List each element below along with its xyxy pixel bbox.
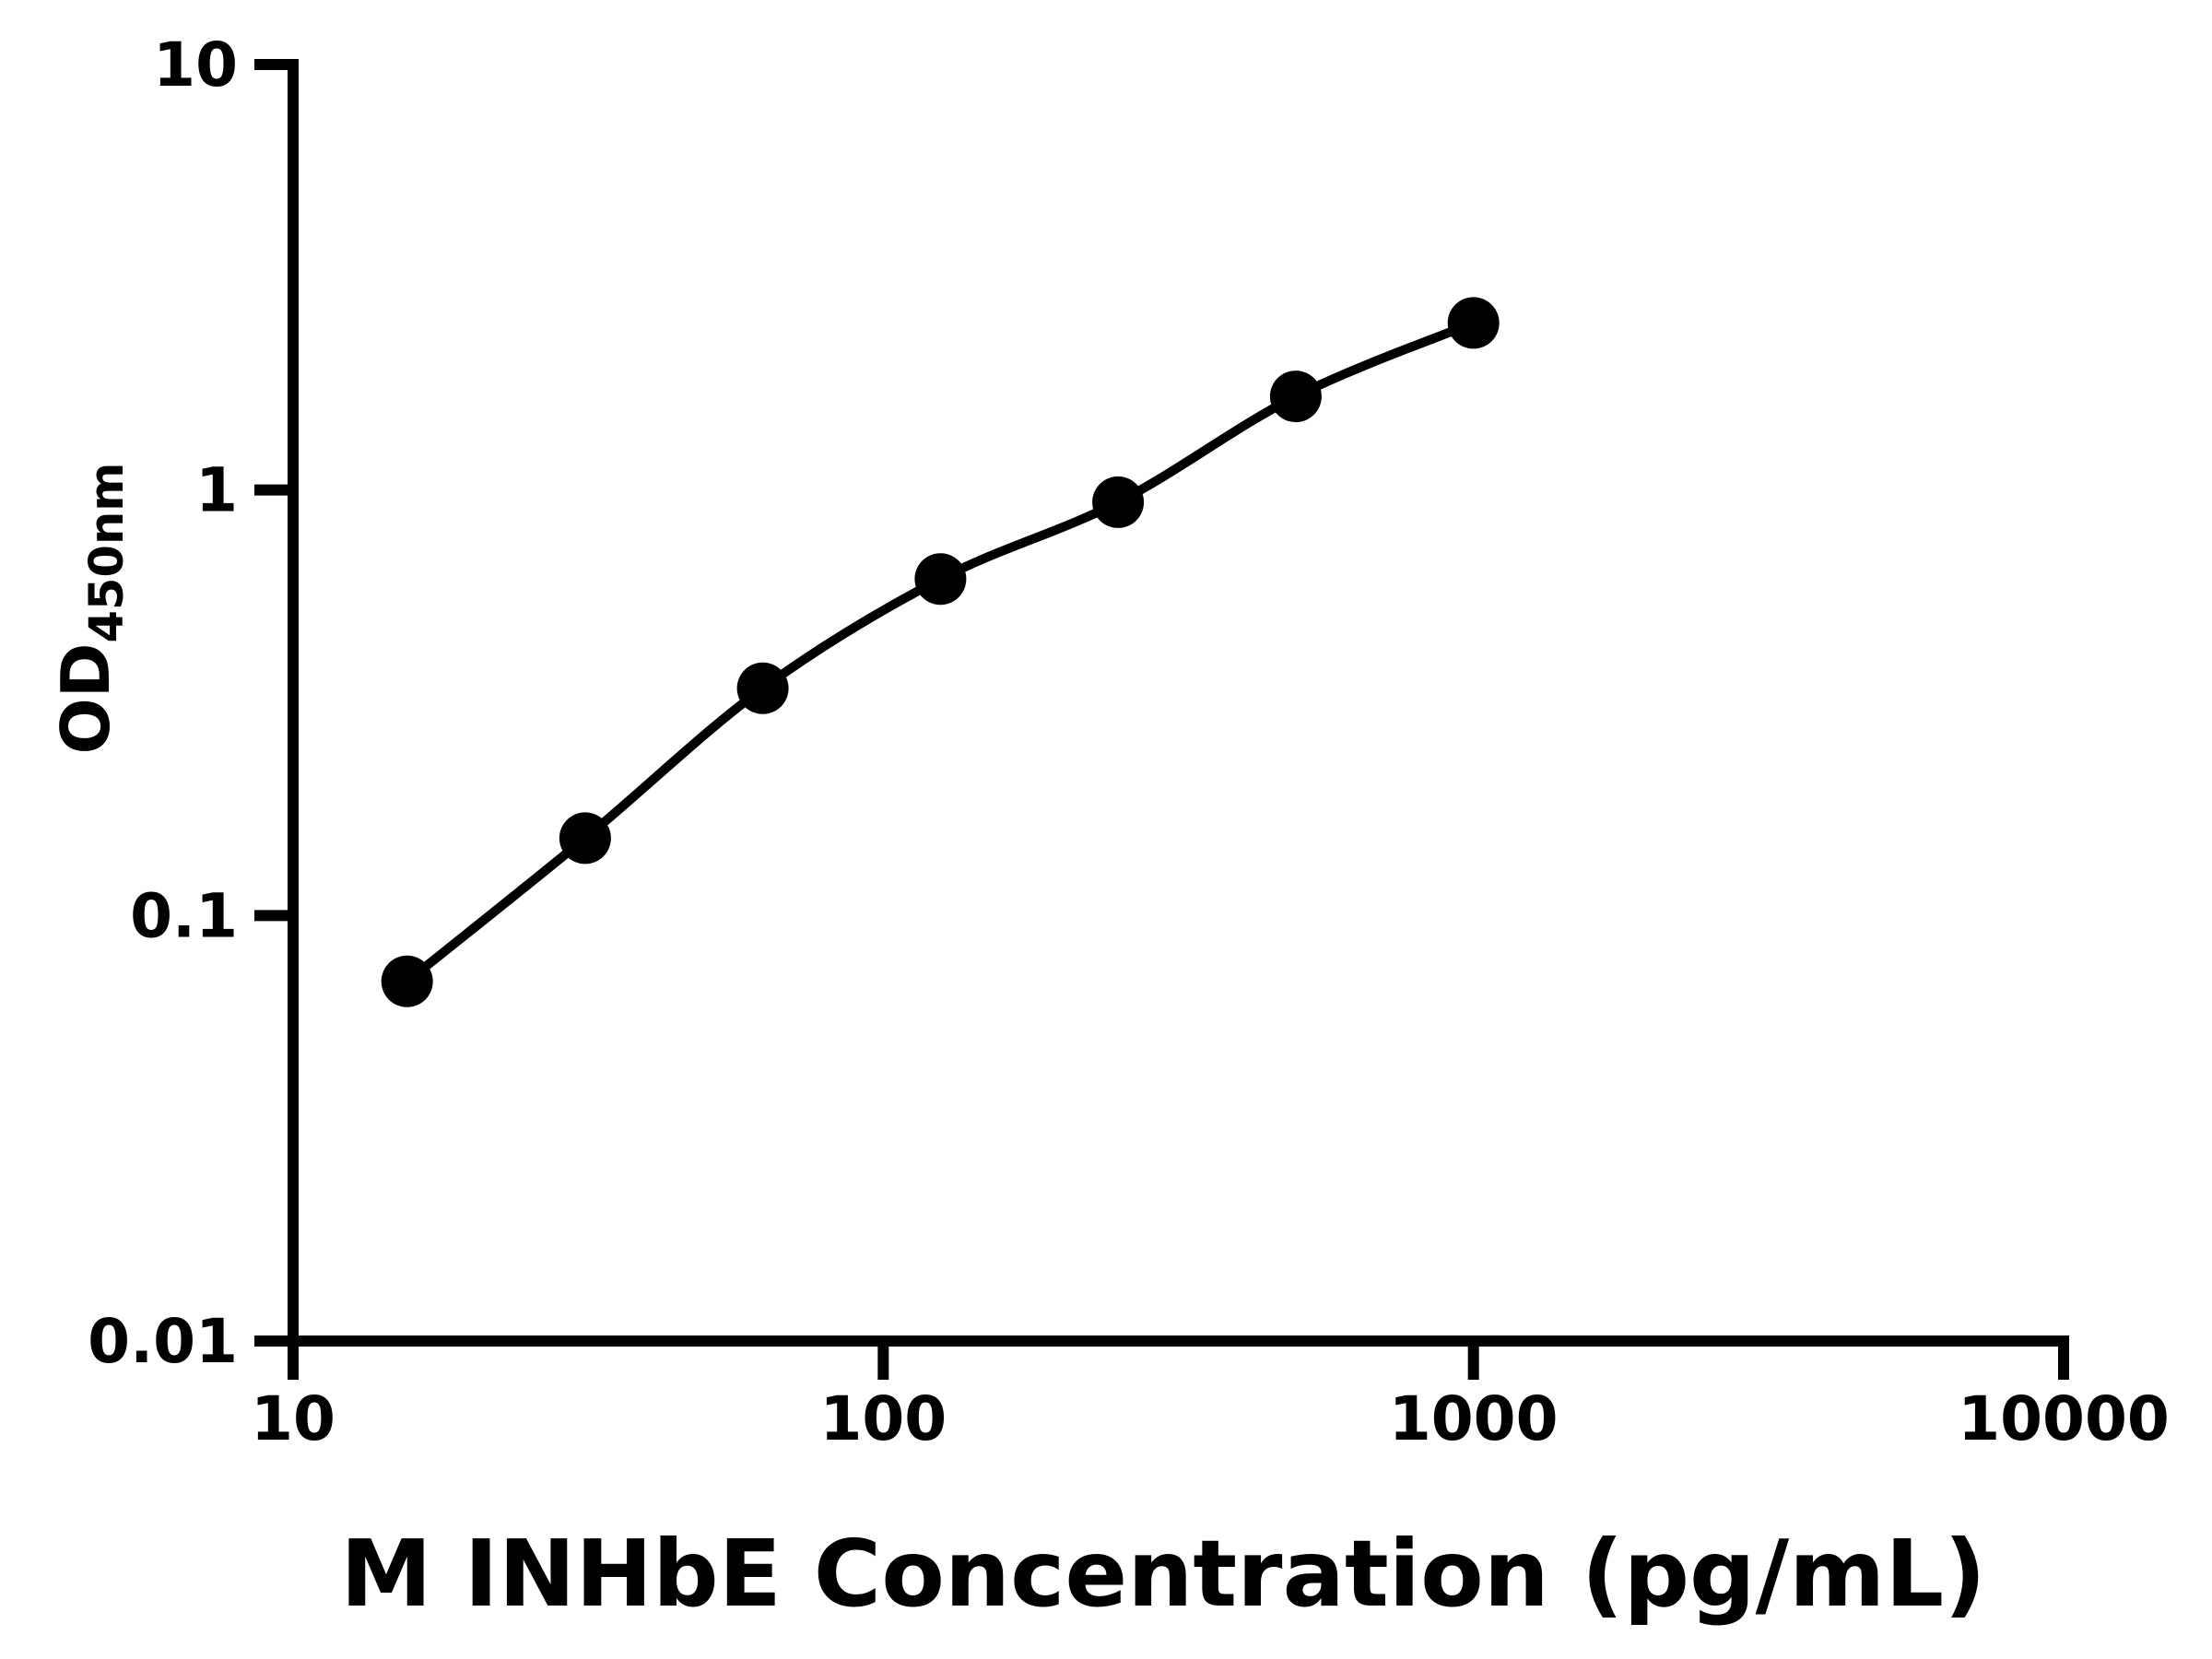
data-point-6 bbox=[1447, 297, 1500, 349]
y-tick-label: 0.01 bbox=[88, 1306, 238, 1377]
x-tick-label: 10 bbox=[251, 1383, 335, 1454]
data-point-0 bbox=[381, 955, 433, 1007]
x-tick-label: 10000 bbox=[1958, 1383, 2170, 1454]
x-tick-label: 100 bbox=[819, 1383, 947, 1454]
data-point-2 bbox=[736, 662, 789, 714]
data-point-1 bbox=[559, 812, 611, 865]
data-point-5 bbox=[1269, 371, 1322, 423]
y-axis-title-main: OD bbox=[47, 642, 124, 754]
y-tick-label: 0.1 bbox=[130, 880, 238, 951]
y-axis-title: OD450nm bbox=[47, 463, 135, 755]
x-axis-title: M INHbE Concentration (pg/mL) bbox=[340, 1520, 1986, 1628]
standard-curve-line bbox=[404, 318, 1476, 985]
y-tick-label: 1 bbox=[195, 455, 238, 526]
data-point-3 bbox=[914, 553, 967, 606]
x-tick-label: 1000 bbox=[1389, 1383, 1559, 1454]
y-tick-label: 10 bbox=[153, 29, 238, 100]
curve-series bbox=[381, 297, 1500, 1007]
data-point-4 bbox=[1092, 476, 1145, 528]
y-axis-title-subscript: 450nm bbox=[80, 463, 135, 643]
